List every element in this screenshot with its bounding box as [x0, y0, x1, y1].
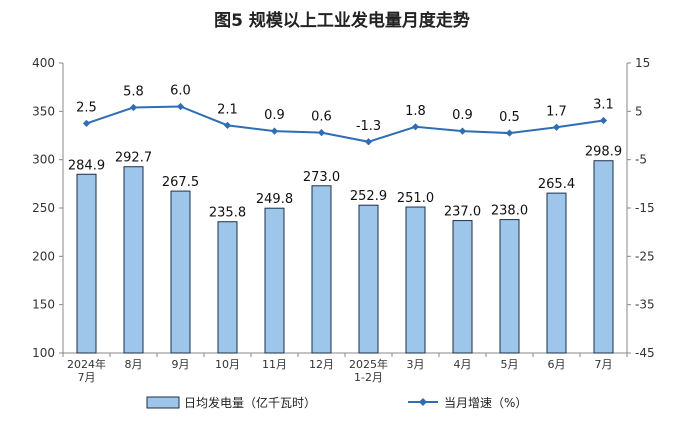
chart-title: 图5 规模以上工业发电量月度走势 — [214, 11, 470, 31]
bar — [405, 206, 426, 354]
growth-rate-point — [552, 123, 561, 131]
left-axis-tick-label: 200 — [32, 249, 55, 263]
legend-bar-label: 日均发电量（亿千瓦时） — [184, 395, 316, 410]
bar — [123, 166, 144, 354]
x-axis-category-label: 9月 — [172, 358, 190, 371]
bar-data-label: 265.4 — [538, 177, 575, 192]
bar-data-label: 237.0 — [444, 205, 481, 220]
growth-rate-data-label: 2.5 — [76, 100, 97, 115]
left-axis-tick-label: 100 — [32, 346, 55, 360]
growth-rate-data-label: 0.6 — [311, 110, 332, 125]
x-axis-category-label: 7月 — [595, 358, 613, 371]
x-axis-category-label: 5月 — [501, 358, 519, 371]
x-axis-category-label: 10月 — [215, 358, 240, 371]
growth-rate-point — [223, 121, 232, 129]
legend-line-label: 当月增速（%） — [444, 396, 527, 410]
bar-data-label: 249.8 — [256, 192, 293, 207]
bar — [593, 160, 614, 354]
x-axis-category-label: 4月 — [454, 358, 472, 371]
bar-data-label: 252.9 — [350, 189, 387, 204]
left-axis-tick-label: 250 — [32, 201, 55, 215]
growth-rate-point — [176, 102, 185, 111]
bar-data-label: 235.8 — [209, 206, 246, 221]
bar — [311, 185, 332, 354]
bar — [499, 219, 520, 354]
growth-rate-point — [599, 116, 608, 125]
bar-data-label: 251.0 — [397, 191, 434, 206]
growth-rate-point — [411, 123, 420, 131]
growth-rate-data-label: 3.1 — [593, 98, 614, 113]
left-axis-tick-label: 400 — [32, 56, 55, 70]
x-axis-category-label: 3月 — [407, 358, 425, 371]
bar — [217, 221, 238, 354]
growth-rate-data-label: 0.5 — [499, 110, 520, 125]
growth-rate-point — [129, 103, 138, 112]
growth-rate-data-label: 0.9 — [264, 108, 285, 123]
x-axis-category-label: 12月 — [309, 358, 334, 371]
left-axis-tick-label: 350 — [32, 104, 55, 118]
growth-rate-point — [82, 119, 91, 128]
x-axis-category-label: 11月 — [262, 358, 287, 371]
right-axis-tick-label: -15 — [635, 201, 655, 215]
growth-rate-point — [505, 129, 514, 137]
bar-data-label: 238.0 — [491, 204, 528, 219]
bar — [76, 173, 97, 354]
growth-rate-data-label: 0.9 — [452, 108, 473, 123]
left-axis-tick-label: 300 — [32, 153, 55, 167]
bar-data-label: 273.0 — [303, 170, 340, 185]
growth-rate-data-label: 1.7 — [546, 104, 567, 119]
right-axis-tick-label: -25 — [635, 249, 655, 263]
left-axis-tick-label: 150 — [32, 298, 55, 312]
growth-rate-point — [364, 138, 373, 146]
x-axis-category-label: 7月 — [78, 371, 96, 384]
bar — [452, 220, 473, 354]
growth-rate-point — [458, 127, 467, 135]
growth-rate-line — [86, 105, 604, 143]
x-axis-category-label: 6月 — [548, 358, 566, 371]
growth-rate-data-label: 2.1 — [217, 102, 238, 117]
legend-bar-swatch — [146, 396, 180, 409]
x-axis-category-label: 2025年 — [349, 357, 388, 371]
bar — [546, 192, 567, 354]
right-axis-tick-label: -45 — [635, 346, 655, 360]
growth-rate-point — [270, 127, 279, 135]
right-axis-tick-label: -5 — [635, 153, 647, 167]
right-axis-tick-label: 5 — [635, 104, 643, 118]
right-axis-tick-label: 15 — [635, 56, 650, 70]
growth-rate-point — [317, 129, 326, 137]
x-axis-category-label: 8月 — [125, 358, 143, 371]
growth-rate-data-label: 1.8 — [405, 104, 426, 119]
right-axis-tick-label: -35 — [635, 298, 655, 312]
bar-data-label: 292.7 — [115, 151, 152, 166]
x-axis-category-label: 1-2月 — [354, 371, 383, 384]
growth-rate-data-label: 5.8 — [123, 84, 144, 99]
bar — [170, 190, 191, 354]
bar-data-label: 267.5 — [162, 175, 199, 190]
growth-rate-data-label: -1.3 — [356, 119, 381, 134]
bar — [264, 207, 285, 354]
x-axis-category-label: 2024年 — [67, 357, 106, 371]
legend-line-marker — [419, 398, 427, 406]
growth-rate-data-label: 6.0 — [170, 84, 191, 99]
bar — [358, 204, 379, 354]
bar-data-label: 298.9 — [585, 145, 622, 160]
bar-data-label: 284.9 — [68, 158, 105, 173]
